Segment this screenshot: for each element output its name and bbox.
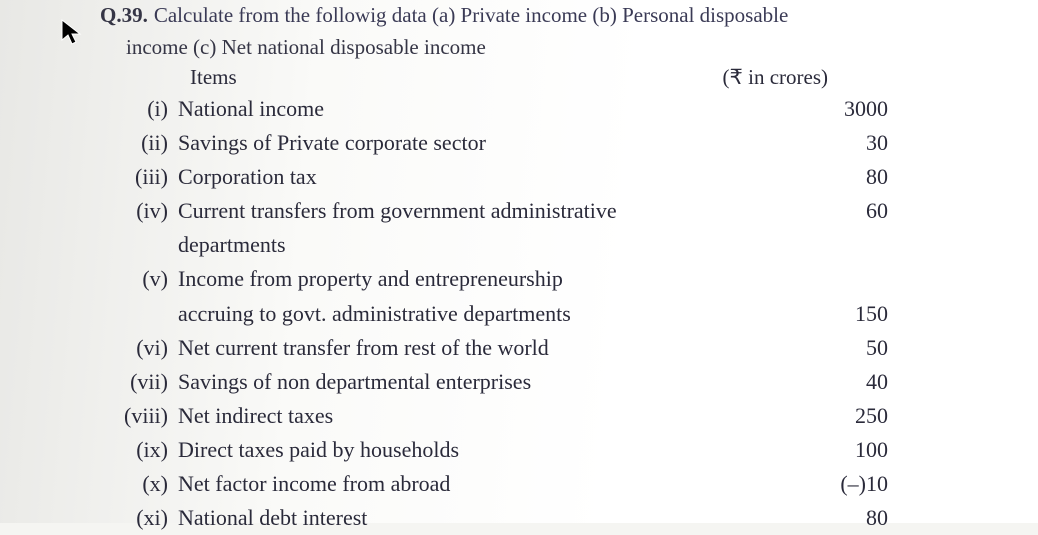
row-roman: (vi)	[120, 331, 178, 365]
row-roman: (viii)	[120, 399, 178, 433]
row-roman: (xi)	[120, 501, 178, 535]
row-value: 50	[838, 331, 978, 365]
table-row: (vii) Savings of non departmental enterp…	[120, 365, 978, 399]
table-row: (viii) Net indirect taxes 250	[120, 399, 978, 433]
row-label: Income from property and entrepreneurshi…	[178, 262, 838, 296]
row-roman: (v)	[120, 262, 178, 296]
row-label: National income	[178, 92, 838, 126]
row-label: Savings of non departmental enterprises	[178, 365, 838, 399]
textbook-page: Q.39.Calculate from the followig data (a…	[0, 0, 1038, 523]
row-label: Current transfers from government admini…	[178, 194, 838, 228]
items-header-label: Items	[190, 65, 237, 90]
table-header: Items (₹ in crores)	[60, 63, 978, 92]
row-roman: (x)	[120, 467, 178, 501]
row-label: Net indirect taxes	[178, 399, 838, 433]
row-value: 100	[838, 433, 978, 467]
table-row-cont: accruing to govt. administrative departm…	[120, 297, 978, 331]
table-row: (v) Income from property and entrepreneu…	[120, 262, 978, 296]
unit-header-label: (₹ in crores)	[723, 65, 828, 90]
question-line-2: income (c) Net national disposable incom…	[100, 35, 486, 59]
row-value: 3000	[838, 92, 978, 126]
table-row: (ii) Savings of Private corporate sector…	[120, 126, 978, 160]
row-label: Direct taxes paid by households	[178, 433, 838, 467]
table-row: (xi) National debt interest 80	[120, 501, 978, 535]
question-number: Q.39.	[100, 3, 148, 27]
row-value: 30	[838, 126, 978, 160]
table-row: (x) Net factor income from abroad (–)10	[120, 467, 978, 501]
row-label: National debt interest	[178, 501, 838, 535]
row-roman: (vii)	[120, 365, 178, 399]
row-cont-label: accruing to govt. administrative departm…	[178, 297, 838, 331]
row-value: (–)10	[838, 467, 978, 501]
row-roman: (iii)	[120, 160, 178, 194]
table-row: (vi) Net current transfer from rest of t…	[120, 331, 978, 365]
row-value: 60	[838, 194, 978, 228]
row-roman: (i)	[120, 92, 178, 126]
row-roman: (iv)	[120, 194, 178, 228]
table-row: (iv) Current transfers from government a…	[120, 194, 978, 228]
items-table: (i) National income 3000 (ii) Savings of…	[60, 92, 978, 535]
row-label: Corporation tax	[178, 160, 838, 194]
row-value: 80	[838, 160, 978, 194]
row-value: 40	[838, 365, 978, 399]
row-label: Savings of Private corporate sector	[178, 126, 838, 160]
row-value: 80	[838, 501, 978, 535]
row-value: 250	[838, 399, 978, 433]
question-text: Q.39.Calculate from the followig data (a…	[60, 0, 978, 63]
row-label: Net current transfer from rest of the wo…	[178, 331, 838, 365]
table-row: (iii) Corporation tax 80	[120, 160, 978, 194]
table-row: (ix) Direct taxes paid by households 100	[120, 433, 978, 467]
row-label: Net factor income from abroad	[178, 467, 838, 501]
row-roman: (ii)	[120, 126, 178, 160]
row-roman: (ix)	[120, 433, 178, 467]
table-row: (i) National income 3000	[120, 92, 978, 126]
row-cont-value: 150	[838, 297, 978, 331]
table-row-cont: departments	[120, 228, 978, 262]
question-line-1: Calculate from the followig data (a) Pri…	[154, 3, 788, 27]
row-cont-label: departments	[178, 228, 838, 262]
